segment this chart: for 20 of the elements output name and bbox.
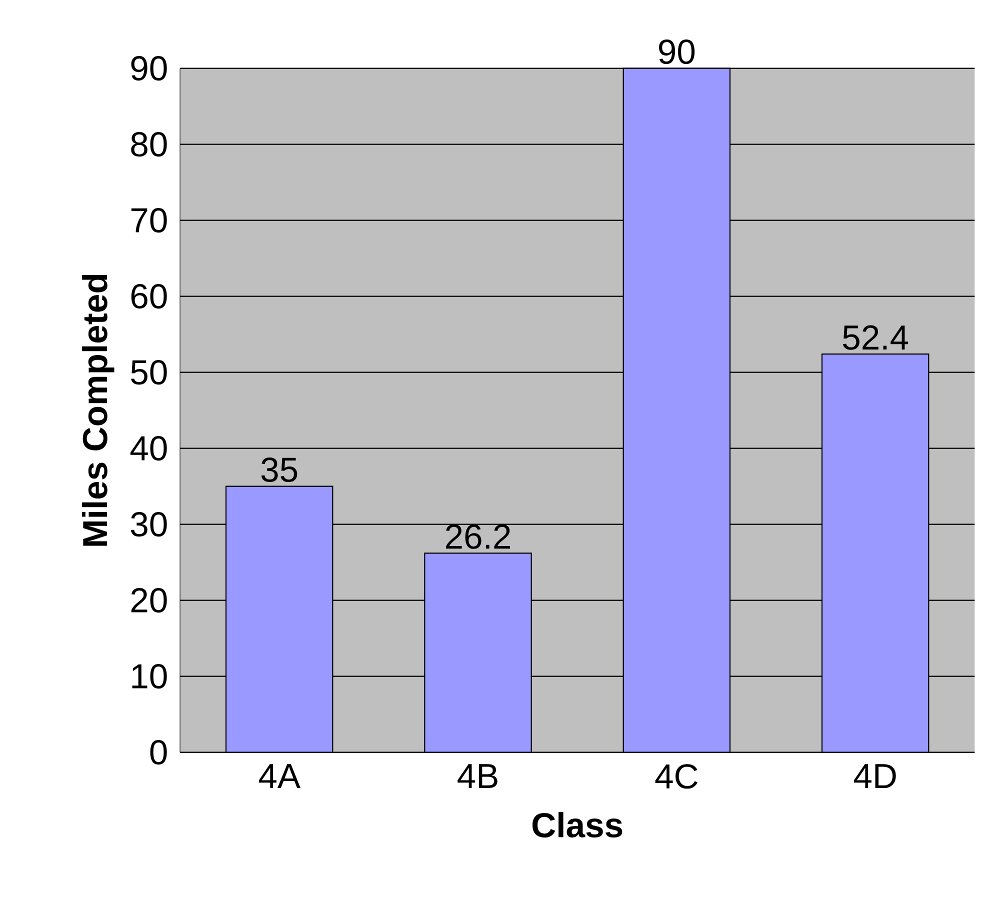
x-tick-label: 4B [458, 764, 498, 788]
data-label: 90 [659, 40, 695, 64]
y-tick-label: 90 [131, 56, 167, 81]
y-tick-label: 10 [132, 664, 167, 689]
x-axis-title: Class [532, 812, 622, 838]
x-tick-label: 4D [854, 764, 896, 788]
y-tick-label: 30 [130, 512, 167, 537]
data-label: 35 [261, 458, 298, 482]
y-tick-label: 20 [131, 588, 167, 613]
y-tick-label: 0 [150, 740, 167, 765]
y-tick-label: 50 [131, 360, 167, 385]
y-tick-label: 70 [131, 208, 167, 233]
data-label: 26.2 [446, 524, 510, 549]
y-tick-label: 80 [131, 132, 167, 157]
x-tick-label: 4C [655, 764, 698, 789]
x-tick-label: 4A [258, 764, 300, 788]
y-tick-label: 60 [131, 284, 167, 309]
y-tick-label: 40 [130, 436, 167, 461]
data-label: 52.4 [842, 325, 908, 350]
y-axis-title: Miles Completed [82, 274, 114, 546]
